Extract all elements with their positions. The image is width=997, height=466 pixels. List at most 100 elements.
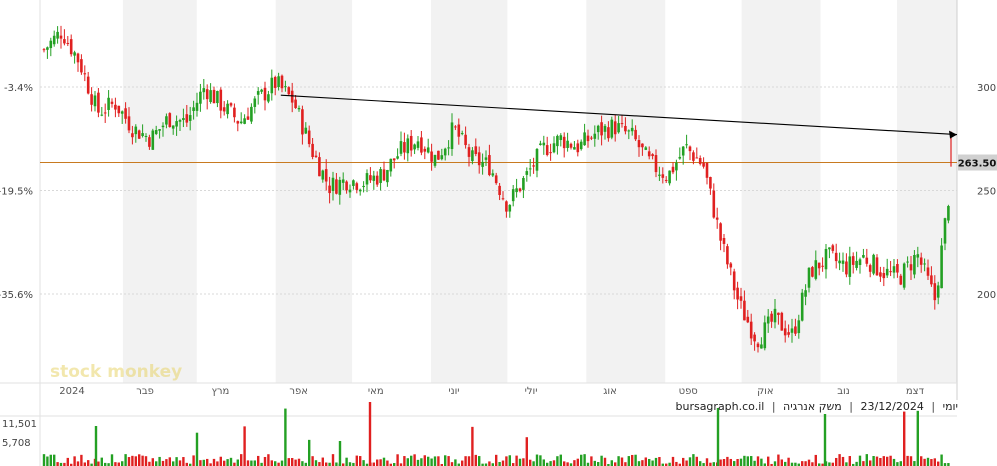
candle-body bbox=[66, 42, 70, 44]
candle-body bbox=[209, 90, 212, 103]
volume-bar bbox=[345, 457, 348, 466]
volume-bar bbox=[811, 462, 814, 466]
volume-bar bbox=[818, 463, 821, 466]
volume-bar bbox=[739, 458, 743, 466]
volume-bar bbox=[508, 455, 511, 466]
candle-body bbox=[620, 123, 624, 125]
volume-bar bbox=[896, 462, 899, 466]
candle-body bbox=[297, 108, 301, 110]
volume-bar bbox=[233, 462, 236, 466]
candle-body bbox=[205, 89, 209, 100]
volume-bar bbox=[450, 462, 454, 466]
candle-body bbox=[443, 148, 447, 156]
candle-body bbox=[739, 296, 743, 301]
volume-tick-label: 5,708 bbox=[2, 438, 31, 449]
header-source: bursagraph.co.il bbox=[675, 400, 765, 413]
candle-body bbox=[824, 248, 828, 270]
candle-body bbox=[926, 267, 930, 276]
candle-body bbox=[838, 260, 841, 264]
watermark: stock monkey bbox=[50, 362, 182, 382]
candle-body bbox=[831, 245, 835, 251]
volume-bar bbox=[556, 456, 559, 466]
volume-bar bbox=[603, 457, 607, 466]
candle-body bbox=[93, 95, 97, 107]
volume-bar bbox=[83, 462, 86, 466]
candle-body bbox=[287, 87, 291, 95]
candle-body bbox=[610, 119, 614, 138]
volume-bar bbox=[335, 462, 338, 466]
month-label: יולי bbox=[525, 386, 538, 397]
left-tick-label: -3.4% bbox=[4, 83, 33, 94]
month-band bbox=[431, 0, 508, 383]
volume-bar bbox=[331, 454, 335, 466]
candle-body bbox=[365, 173, 369, 185]
candle-body bbox=[845, 261, 848, 275]
volume-bar bbox=[301, 461, 304, 466]
volume-bar bbox=[841, 456, 845, 466]
volume-bar bbox=[277, 462, 280, 466]
candle-body bbox=[766, 316, 770, 324]
volume-bar bbox=[59, 462, 63, 466]
volume-bar bbox=[495, 454, 498, 466]
candle-body bbox=[899, 275, 903, 285]
candle-body bbox=[131, 133, 134, 138]
volume-bar bbox=[552, 460, 556, 466]
candle-body bbox=[685, 144, 688, 146]
candle-body bbox=[216, 91, 219, 104]
volume-bar bbox=[304, 462, 307, 466]
candle-body bbox=[749, 321, 753, 339]
volume-bar bbox=[512, 463, 515, 466]
left-tick-label: -19.5% bbox=[0, 186, 33, 197]
volume-bar bbox=[488, 461, 491, 466]
volume-bar bbox=[838, 454, 841, 466]
volume-bar bbox=[886, 456, 889, 466]
candle-body bbox=[239, 121, 243, 124]
volume-bar bbox=[219, 456, 222, 466]
candle-body bbox=[658, 174, 661, 176]
volume-bar bbox=[576, 458, 579, 466]
volume-bar bbox=[189, 463, 192, 466]
candle-body bbox=[743, 300, 746, 321]
volume-bar bbox=[202, 459, 205, 466]
candle-body bbox=[273, 77, 277, 88]
volume-bar bbox=[879, 457, 882, 466]
candle-body bbox=[855, 260, 858, 268]
month-label: מרץ bbox=[212, 386, 230, 397]
candle-body bbox=[573, 147, 576, 150]
candle-body bbox=[862, 255, 865, 258]
candle-body bbox=[549, 152, 552, 154]
candle-body bbox=[508, 204, 512, 212]
candle-body bbox=[559, 135, 563, 141]
candle-body bbox=[124, 108, 127, 119]
candle-body bbox=[56, 31, 59, 39]
volume-bar bbox=[321, 457, 324, 466]
volume-bar bbox=[175, 457, 178, 466]
month-label: אפר bbox=[289, 386, 308, 397]
volume-bar bbox=[899, 461, 902, 466]
volume-bar bbox=[114, 462, 117, 466]
volume-bar bbox=[855, 461, 858, 466]
volume-bar bbox=[199, 460, 202, 466]
candle-body bbox=[352, 180, 355, 186]
volume-bar bbox=[631, 454, 634, 466]
volume-bar bbox=[671, 456, 675, 466]
volume-bar bbox=[386, 460, 389, 466]
volume-bar bbox=[287, 458, 290, 466]
candle-body bbox=[851, 256, 855, 265]
volume-bar bbox=[246, 460, 250, 466]
candle-body bbox=[46, 47, 49, 50]
volume-bar bbox=[229, 457, 233, 466]
candle-body bbox=[515, 188, 518, 193]
candle-body bbox=[107, 97, 110, 110]
volume-bar bbox=[49, 454, 52, 466]
month-bands bbox=[122, 0, 957, 383]
volume-bar bbox=[930, 459, 933, 466]
volume-bar bbox=[760, 458, 763, 466]
candle-body bbox=[947, 206, 950, 221]
candle-body bbox=[756, 343, 760, 348]
candle-body bbox=[467, 147, 471, 157]
volume-bar bbox=[845, 462, 848, 466]
volume-bar bbox=[138, 454, 141, 466]
candle-body bbox=[49, 40, 53, 49]
